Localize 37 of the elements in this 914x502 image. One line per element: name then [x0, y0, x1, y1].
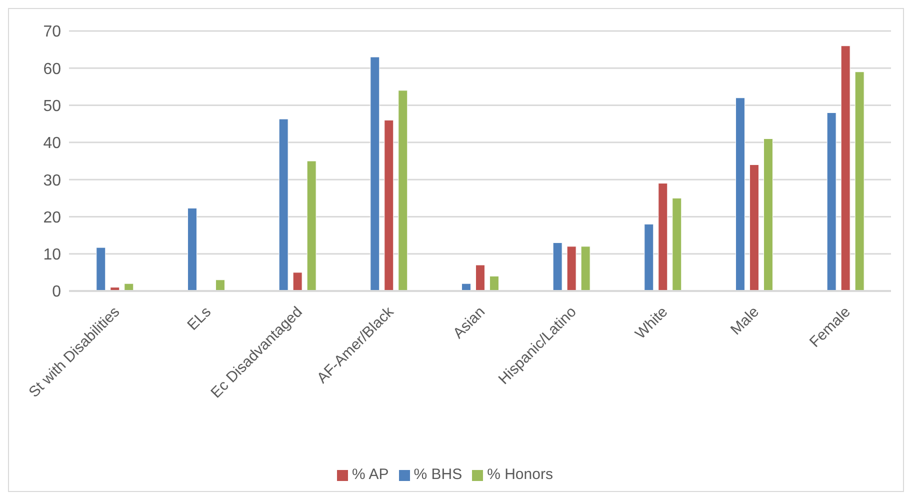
bar: [826, 112, 836, 291]
bar: [187, 208, 197, 291]
bar: [749, 164, 759, 291]
bar: [384, 120, 394, 291]
bar: [840, 46, 850, 291]
bar: [278, 118, 288, 291]
y-tick-label: 70: [43, 24, 62, 41]
bar: [398, 90, 408, 291]
bar: [215, 280, 225, 291]
bar: [735, 98, 745, 291]
bar: [854, 72, 864, 291]
legend-label: % AP: [352, 466, 389, 483]
bar: [292, 272, 302, 291]
bar: [763, 138, 773, 291]
bar: [370, 56, 380, 291]
bar: [306, 160, 316, 291]
y-tick-label: 60: [43, 60, 62, 78]
bar: [461, 283, 471, 291]
bar: [475, 264, 485, 291]
bar: [124, 283, 134, 291]
legend-label: % BHS: [414, 466, 462, 483]
bar: [672, 198, 682, 291]
bar: [658, 183, 668, 291]
bar: [580, 246, 590, 291]
x-tick-label: ELs: [184, 303, 214, 334]
y-tick-label: 0: [52, 284, 62, 301]
bar: [552, 242, 562, 291]
y-tick-label: 50: [43, 98, 62, 115]
bar: [644, 224, 654, 291]
y-tick-label: 30: [43, 172, 62, 190]
bar: [566, 246, 576, 291]
y-tick-label: 20: [43, 209, 62, 226]
y-tick-label: 40: [43, 135, 62, 152]
y-tick-label: 10: [43, 246, 62, 264]
bar: [96, 247, 106, 291]
legend-label: % Honors: [487, 466, 553, 483]
bar: [489, 276, 499, 291]
